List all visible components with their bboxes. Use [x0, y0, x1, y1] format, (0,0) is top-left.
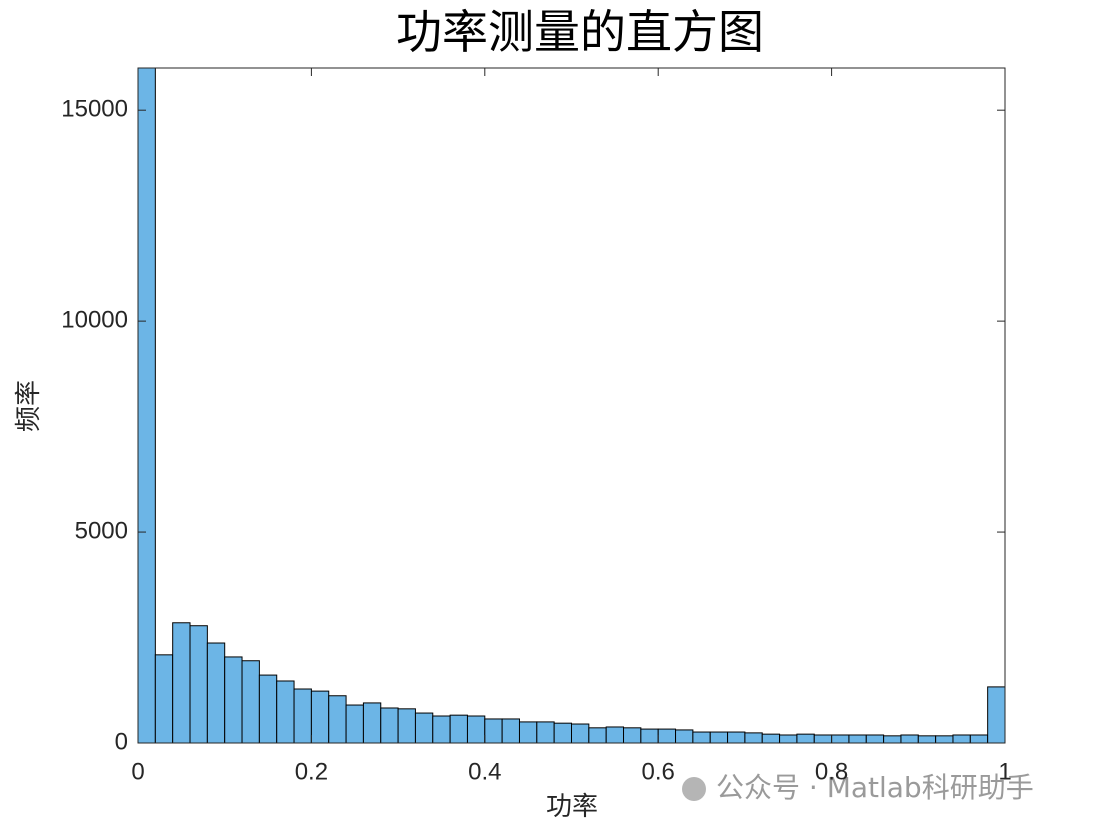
bar — [328, 695, 347, 743]
bar — [605, 726, 625, 743]
y-axis-label: 频率 — [14, 380, 44, 432]
bar — [588, 727, 607, 743]
y-tick-label: 10000 — [61, 306, 128, 333]
bar — [969, 734, 989, 743]
bar — [501, 718, 520, 743]
x-tick-label: 1 — [998, 758, 1011, 785]
bar — [900, 734, 919, 743]
x-tick-label: 0.6 — [642, 758, 675, 785]
bar — [293, 688, 312, 743]
bar — [380, 707, 399, 743]
bar — [345, 704, 364, 743]
bar — [623, 727, 642, 743]
bar — [917, 735, 937, 743]
bar — [553, 722, 572, 743]
x-axis-label: 功率 — [546, 792, 598, 822]
y-tick-label: 15000 — [61, 96, 128, 123]
bar — [154, 654, 174, 743]
bar — [258, 674, 278, 743]
x-tick-label: 0.4 — [468, 758, 501, 785]
bar — [310, 690, 330, 743]
bar — [952, 734, 971, 743]
bar — [571, 723, 590, 743]
bar — [432, 715, 451, 743]
bar — [675, 729, 694, 743]
x-tick-label: 0.8 — [815, 758, 848, 785]
bar — [640, 728, 659, 743]
axes-box — [137, 67, 1006, 744]
y-tick-label: 5000 — [75, 517, 128, 544]
bar — [796, 733, 815, 743]
chart-title: 功率测量的直方图 — [396, 5, 764, 59]
bar — [449, 714, 468, 743]
bar — [414, 712, 434, 743]
bar — [657, 728, 677, 743]
bar — [709, 731, 729, 743]
bar — [935, 735, 954, 743]
bar — [761, 733, 781, 743]
bar — [484, 718, 503, 743]
bar — [276, 680, 295, 743]
bar — [813, 734, 833, 743]
bar — [466, 715, 486, 743]
bar — [744, 732, 763, 743]
y-tick-label: 0 — [115, 728, 128, 755]
watermark: 公众号 · Matlab科研助手 — [716, 771, 1034, 804]
bar — [138, 68, 156, 743]
bar — [536, 721, 555, 743]
bar — [779, 734, 798, 743]
bars — [138, 68, 1005, 743]
bar — [692, 731, 711, 743]
bar — [362, 702, 382, 743]
bar — [883, 735, 902, 743]
bar — [172, 622, 191, 743]
bar — [241, 660, 260, 743]
bar — [397, 708, 416, 743]
x-tick-label: 0.2 — [295, 758, 328, 785]
bar — [518, 721, 538, 743]
bar — [831, 734, 850, 743]
x-tick-label: 0 — [131, 758, 144, 785]
bar — [848, 734, 867, 743]
bar — [206, 642, 226, 743]
bar — [865, 734, 885, 743]
watermark-icon — [682, 777, 706, 801]
bar — [727, 731, 746, 743]
bar — [189, 625, 208, 743]
bar — [987, 686, 1005, 743]
bar — [224, 656, 243, 743]
